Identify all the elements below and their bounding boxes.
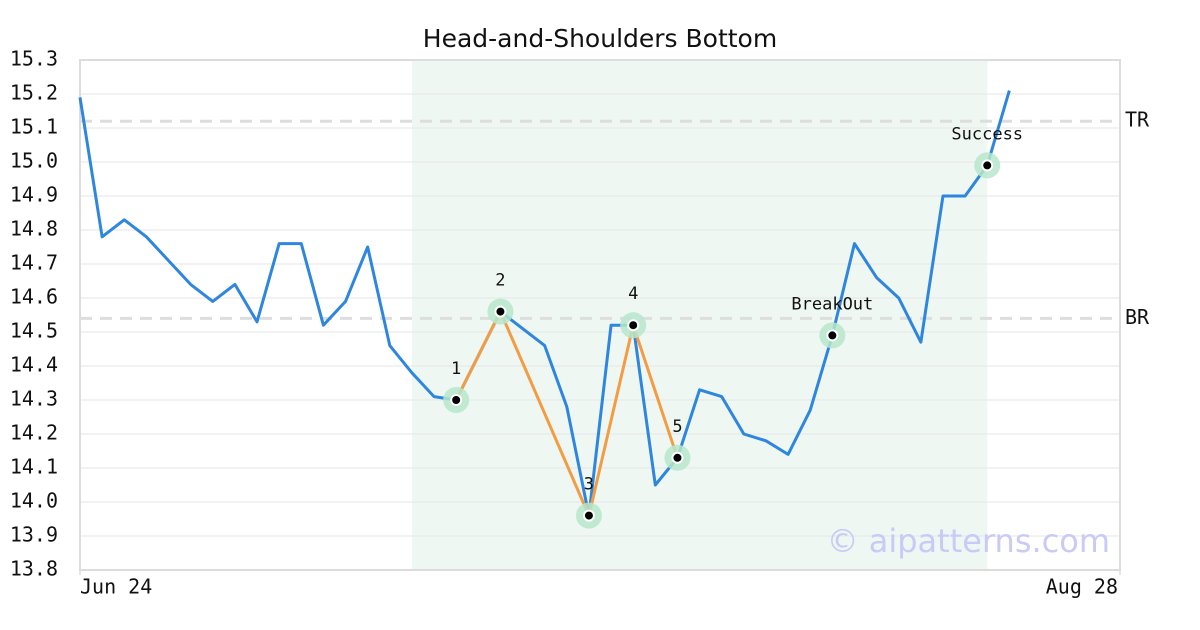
point-dot [826,329,839,342]
y-tick-label: 14.7 [10,251,58,275]
y-tick-label: 14.2 [10,421,58,445]
x-tick-label: Aug 28 [1046,575,1118,599]
point-label: BreakOut [791,294,873,314]
point-label: 2 [495,271,505,291]
point-label: 5 [672,417,682,437]
chart-title: Head-and-Shoulders Bottom [423,24,777,53]
point-label: 3 [584,475,594,495]
y-tick-label: 14.0 [10,489,58,513]
point-label: 4 [628,284,638,304]
y-tick-label: 13.8 [10,557,58,581]
y-tick-label: 15.2 [10,81,58,105]
y-tick-label: 14.5 [10,319,58,343]
y-tick-label: 15.1 [10,115,58,139]
point-dot [450,394,463,406]
point-dot [981,159,994,172]
y-tick-label: 15.3 [10,47,58,71]
point-label: Success [951,124,1023,144]
watermark: © aipatterns.com [827,522,1110,560]
y-tick-label: 14.9 [10,183,58,207]
y-tick-label: 14.3 [10,387,58,411]
x-tick-label: Jun 24 [80,575,152,599]
y-tick-label: 14.4 [10,353,58,377]
price-line [78,90,1011,518]
plot-frame [79,59,1121,571]
y-tick-label: 15.0 [10,149,58,173]
y-tick-label: 14.8 [10,217,58,241]
y-tick-label: 14.6 [10,285,58,309]
level-label: TR [1125,108,1150,132]
point-dot [627,319,640,332]
y-tick-label: 13.9 [10,523,58,547]
level-label: BR [1125,305,1150,329]
point-dot [494,305,507,318]
point-dot [582,509,595,522]
y-tick-label: 14.1 [10,455,58,479]
point-label: 1 [451,359,461,379]
point-dot [671,451,684,464]
